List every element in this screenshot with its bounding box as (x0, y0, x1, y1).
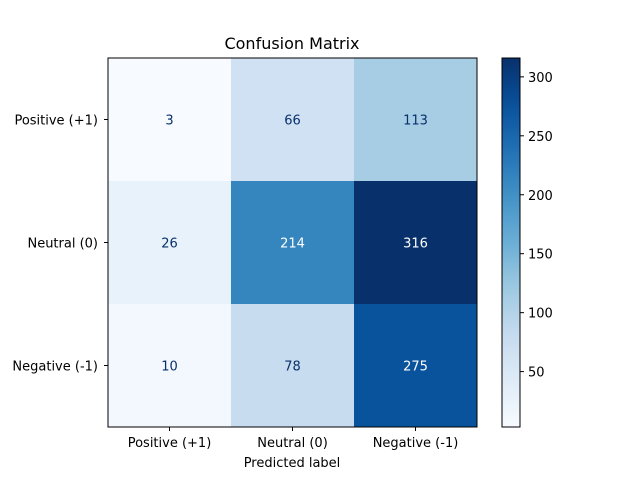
colorbar-tick-label: 250 (528, 130, 553, 145)
cell-value-label: 113 (403, 114, 428, 129)
chart-title: Confusion Matrix (224, 34, 359, 53)
colorbar-tick-label: 100 (528, 307, 553, 322)
heatmap-cell (354, 181, 478, 305)
cell-value-label: 10 (161, 360, 178, 375)
x-tick-label: Neutral (0) (257, 436, 328, 451)
cell-value-label: 316 (403, 237, 428, 252)
cell-value-label: 275 (403, 360, 428, 375)
y-tick-label: Neutral (0) (27, 237, 98, 252)
heatmap-cell (108, 181, 232, 305)
y-tick-label: Negative (-1) (12, 360, 98, 375)
colorbar-tick-label: 50 (528, 366, 545, 381)
heatmap-cells (108, 58, 478, 428)
colorbar-tick-label: 150 (528, 248, 553, 263)
heatmap-cell (354, 58, 478, 182)
colorbar-tick-label: 300 (528, 71, 553, 86)
cell-value-label: 3 (165, 114, 173, 129)
colorbar-ticks: 50 100 150 200 250 300 (520, 71, 553, 381)
heatmap-cell (231, 181, 355, 305)
heatmap-cell (108, 304, 232, 428)
heatmap-cell-labels: 3 66 113 26 214 316 10 78 275 (161, 114, 428, 375)
y-axis-ticks: Positive (+1) Neutral (0) Negative (-1) (12, 114, 108, 375)
colorbar-tick-label: 200 (528, 189, 553, 204)
heatmap-cell (108, 58, 232, 182)
x-tick-label: Positive (+1) (128, 436, 212, 451)
x-axis-label: Predicted label (244, 456, 341, 471)
heatmap-cell (231, 58, 355, 182)
x-axis-ticks: Positive (+1) Neutral (0) Negative (-1) (128, 427, 459, 451)
cell-value-label: 66 (284, 114, 301, 129)
heatmap-cell (231, 304, 355, 428)
heatmap-cell (354, 304, 478, 428)
x-tick-label: Negative (-1) (373, 436, 459, 451)
cell-value-label: 26 (161, 237, 178, 252)
colorbar (501, 57, 521, 428)
cell-value-label: 78 (284, 360, 301, 375)
y-tick-label: Positive (+1) (14, 114, 98, 129)
cell-value-label: 214 (280, 237, 305, 252)
